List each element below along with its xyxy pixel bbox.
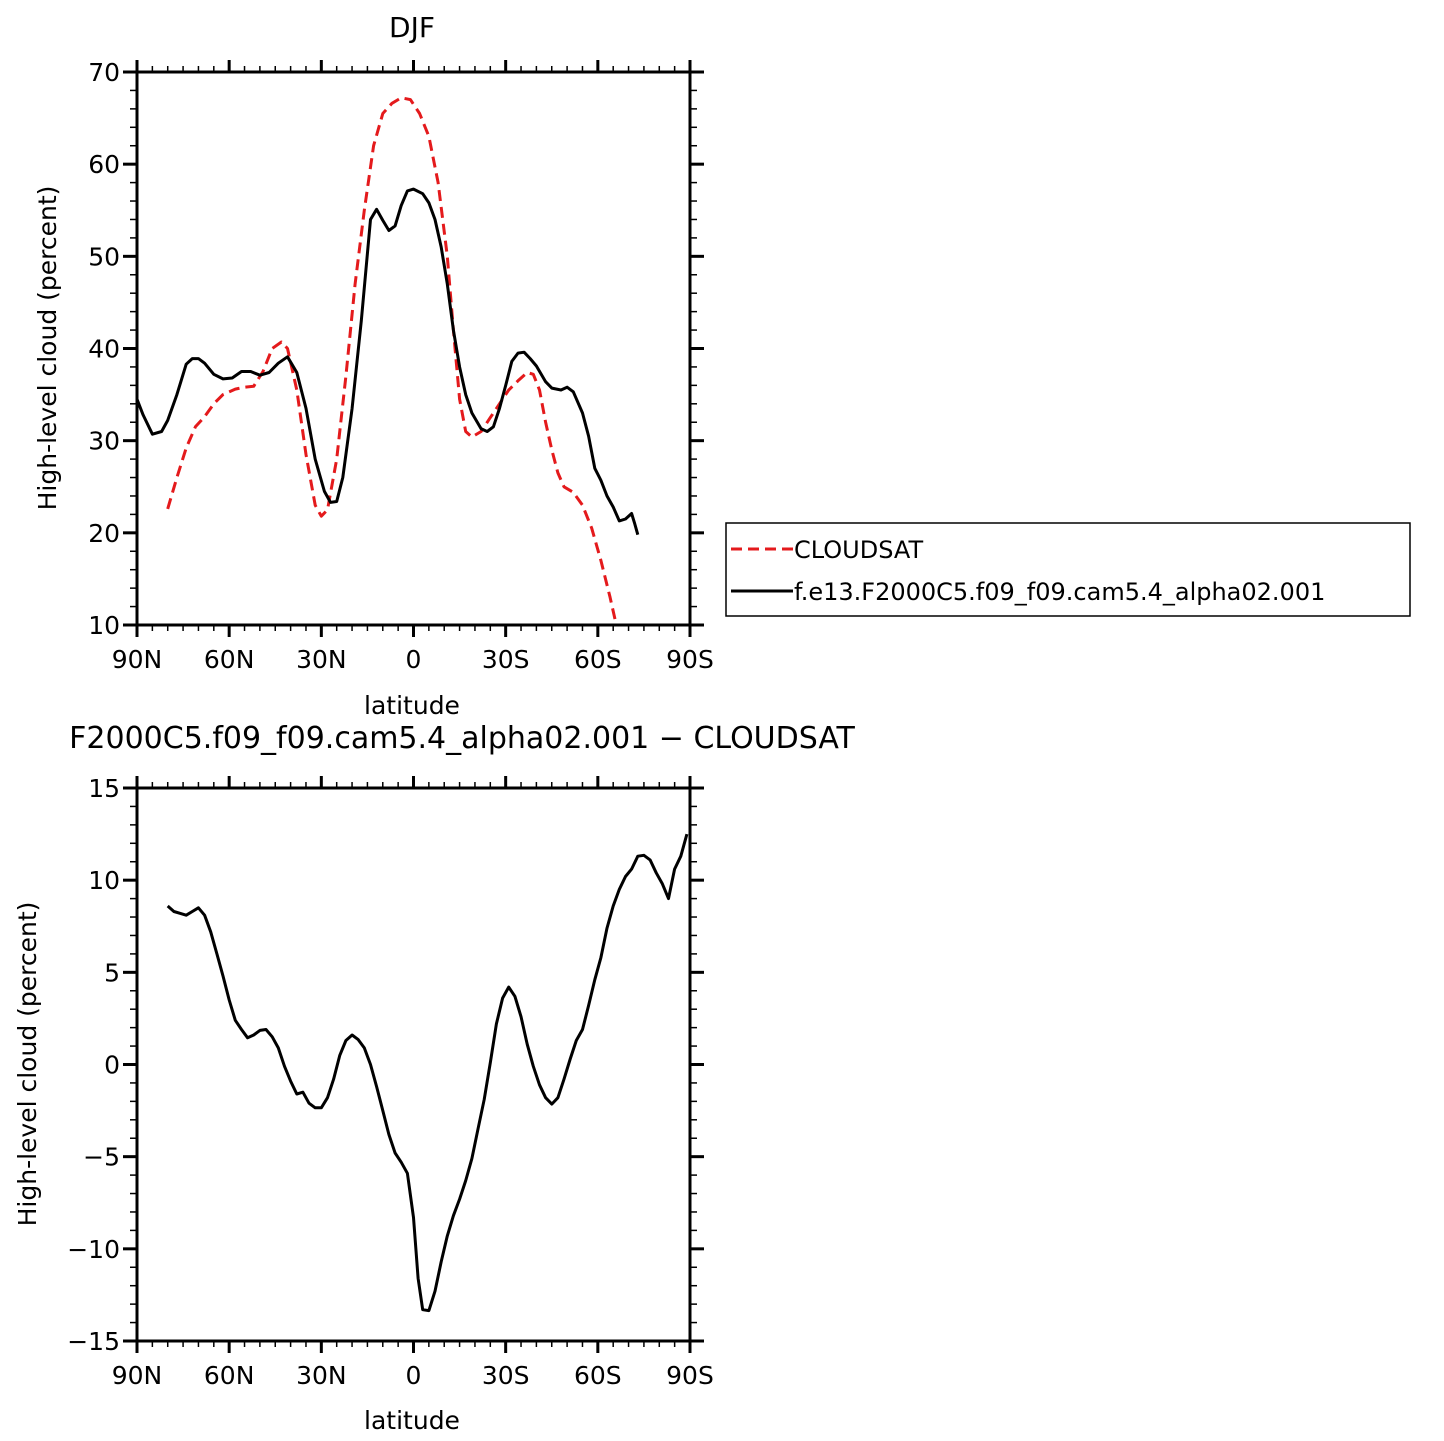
bottom-panel-title: F2000C5.f09_f09.cam5.4_alpha02.001 − CLO… bbox=[69, 721, 855, 756]
series-line-0 bbox=[166, 96, 618, 626]
y-tick-label: 5 bbox=[104, 958, 120, 987]
x-tick-label: 60N bbox=[204, 1361, 255, 1390]
y-tick-label: 0 bbox=[104, 1051, 120, 1080]
y-tick-label: 60 bbox=[88, 150, 120, 179]
x-tick-label: 60S bbox=[574, 645, 622, 674]
y-tick-label: 10 bbox=[88, 611, 120, 640]
y-tick-label: 40 bbox=[88, 335, 120, 364]
y-tick-label: 50 bbox=[88, 242, 120, 271]
x-tick-label: 90N bbox=[112, 645, 163, 674]
top-panel-plot-frame bbox=[135, 70, 692, 627]
bottom-panel-x-axis-label: latitude bbox=[364, 1406, 460, 1435]
bottom-panel-y-axis-label: High-level cloud (percent) bbox=[13, 902, 42, 1227]
x-tick-label: 30N bbox=[296, 1361, 347, 1390]
x-tick-label: 60S bbox=[574, 1361, 622, 1390]
y-tick-label: 70 bbox=[88, 58, 120, 87]
series-line-0 bbox=[166, 833, 689, 1313]
x-tick-label: 0 bbox=[406, 645, 422, 674]
x-tick-label: 60N bbox=[204, 645, 255, 674]
legend-label-model: f.e13.F2000C5.f09_f09.cam5.4_alpha02.001 bbox=[794, 578, 1325, 606]
bottom-panel-plot-frame bbox=[135, 786, 692, 1343]
top-panel-x-axis-label: latitude bbox=[364, 691, 460, 720]
y-tick-label: 15 bbox=[88, 774, 120, 803]
y-tick-label: 10 bbox=[88, 866, 120, 895]
top-panel: DJF High-level cloud (percent) latitude … bbox=[33, 11, 714, 720]
y-tick-label: 30 bbox=[88, 427, 120, 456]
series-line-1 bbox=[135, 187, 640, 536]
bottom-panel: F2000C5.f09_f09.cam5.4_alpha02.001 − CLO… bbox=[13, 721, 856, 1435]
x-tick-label: 30N bbox=[296, 645, 347, 674]
y-tick-label: −10 bbox=[67, 1235, 120, 1264]
y-tick-label: −5 bbox=[83, 1143, 120, 1172]
legend-label-cloudsat: CLOUDSAT bbox=[794, 536, 923, 564]
top-panel-title: DJF bbox=[389, 11, 435, 44]
legend: CLOUDSAT f.e13.F2000C5.f09_f09.cam5.4_al… bbox=[725, 522, 1411, 617]
x-tick-label: 90N bbox=[112, 1361, 163, 1390]
x-tick-label: 30S bbox=[482, 1361, 530, 1390]
x-tick-label: 30S bbox=[482, 645, 530, 674]
legend-box bbox=[725, 522, 1411, 617]
top-panel-y-axis-label: High-level cloud (percent) bbox=[33, 186, 62, 511]
y-tick-label: −15 bbox=[67, 1327, 120, 1356]
y-tick-label: 20 bbox=[88, 519, 120, 548]
x-tick-label: 90S bbox=[666, 645, 714, 674]
x-tick-label: 0 bbox=[406, 1361, 422, 1390]
x-tick-label: 90S bbox=[666, 1361, 714, 1390]
